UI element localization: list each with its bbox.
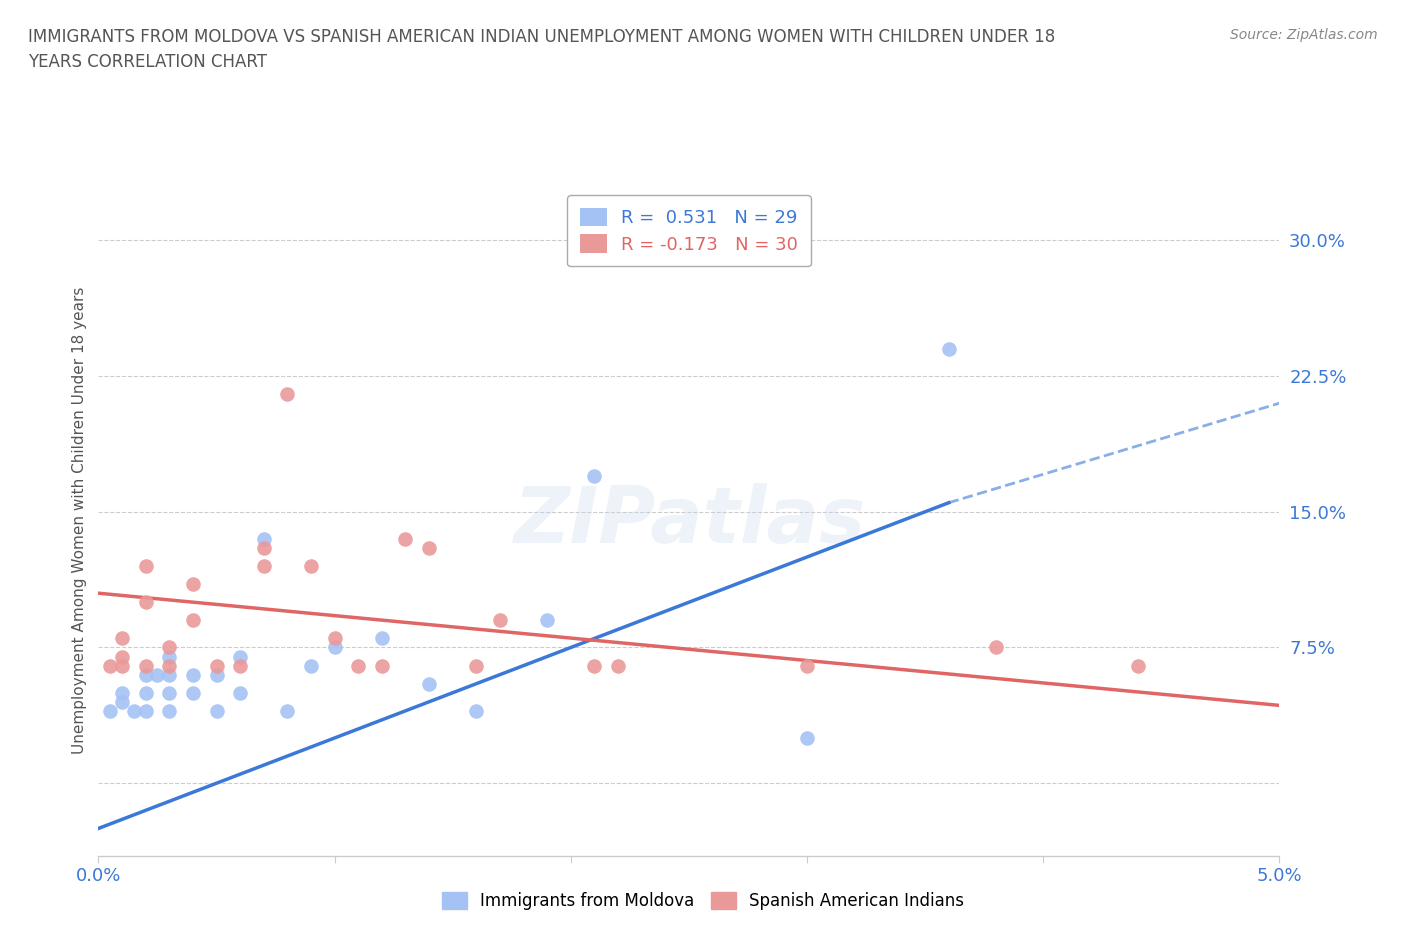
Point	[394, 531, 416, 546]
Point	[111, 685, 134, 700]
Point	[678, 232, 700, 247]
Point	[229, 658, 252, 673]
Point	[796, 731, 818, 746]
Point	[111, 649, 134, 664]
Point	[371, 631, 394, 645]
Point	[583, 468, 606, 483]
Point	[181, 613, 204, 628]
Point	[205, 703, 228, 718]
Point	[205, 658, 228, 673]
Point	[135, 559, 157, 574]
Point	[146, 667, 169, 682]
Point	[536, 613, 558, 628]
Point	[276, 387, 298, 402]
Point	[111, 695, 134, 710]
Point	[205, 667, 228, 682]
Point	[135, 595, 157, 610]
Point	[299, 658, 322, 673]
Point	[253, 540, 276, 555]
Point	[418, 540, 440, 555]
Point	[157, 658, 180, 673]
Point	[1126, 658, 1149, 673]
Point	[111, 658, 134, 673]
Point	[157, 649, 180, 664]
Point	[135, 658, 157, 673]
Point	[229, 649, 252, 664]
Text: ZIPatlas: ZIPatlas	[513, 483, 865, 559]
Point	[135, 667, 157, 682]
Point	[607, 658, 630, 673]
Point	[229, 685, 252, 700]
Point	[323, 631, 346, 645]
Point	[938, 341, 960, 356]
Point	[157, 685, 180, 700]
Point	[465, 703, 488, 718]
Point	[796, 658, 818, 673]
Point	[253, 559, 276, 574]
Point	[323, 640, 346, 655]
Point	[181, 685, 204, 700]
Point	[371, 658, 394, 673]
Point	[157, 667, 180, 682]
Point	[253, 531, 276, 546]
Point	[135, 685, 157, 700]
Point	[122, 703, 145, 718]
Point	[418, 676, 440, 691]
Point	[111, 631, 134, 645]
Point	[181, 667, 204, 682]
Point	[181, 577, 204, 591]
Y-axis label: Unemployment Among Women with Children Under 18 years: Unemployment Among Women with Children U…	[72, 287, 87, 754]
Point	[299, 559, 322, 574]
Point	[984, 640, 1007, 655]
Point	[583, 658, 606, 673]
Point	[98, 658, 121, 673]
Point	[347, 658, 370, 673]
Point	[98, 703, 121, 718]
Legend: Immigrants from Moldova, Spanish American Indians: Immigrants from Moldova, Spanish America…	[434, 885, 972, 917]
Point	[157, 640, 180, 655]
Text: IMMIGRANTS FROM MOLDOVA VS SPANISH AMERICAN INDIAN UNEMPLOYMENT AMONG WOMEN WITH: IMMIGRANTS FROM MOLDOVA VS SPANISH AMERI…	[28, 28, 1056, 71]
Point	[489, 613, 512, 628]
Text: Source: ZipAtlas.com: Source: ZipAtlas.com	[1230, 28, 1378, 42]
Point	[157, 703, 180, 718]
Point	[276, 703, 298, 718]
Point	[465, 658, 488, 673]
Point	[135, 703, 157, 718]
Legend: R =  0.531   N = 29, R = -0.173   N = 30: R = 0.531 N = 29, R = -0.173 N = 30	[567, 195, 811, 266]
